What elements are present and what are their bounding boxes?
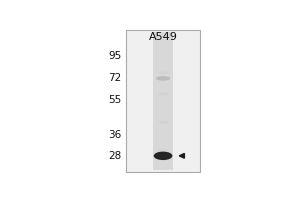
Text: 95: 95 bbox=[108, 51, 121, 61]
Ellipse shape bbox=[156, 76, 170, 81]
Text: 36: 36 bbox=[108, 130, 121, 140]
FancyBboxPatch shape bbox=[153, 32, 173, 170]
Ellipse shape bbox=[158, 93, 168, 95]
Polygon shape bbox=[179, 153, 184, 158]
Ellipse shape bbox=[158, 121, 168, 124]
Text: 55: 55 bbox=[108, 95, 121, 105]
Ellipse shape bbox=[158, 71, 168, 74]
FancyBboxPatch shape bbox=[126, 30, 200, 172]
Ellipse shape bbox=[154, 152, 172, 160]
Text: 28: 28 bbox=[108, 151, 121, 161]
Ellipse shape bbox=[158, 149, 168, 152]
Text: 72: 72 bbox=[108, 73, 121, 83]
Text: A549: A549 bbox=[148, 32, 178, 42]
